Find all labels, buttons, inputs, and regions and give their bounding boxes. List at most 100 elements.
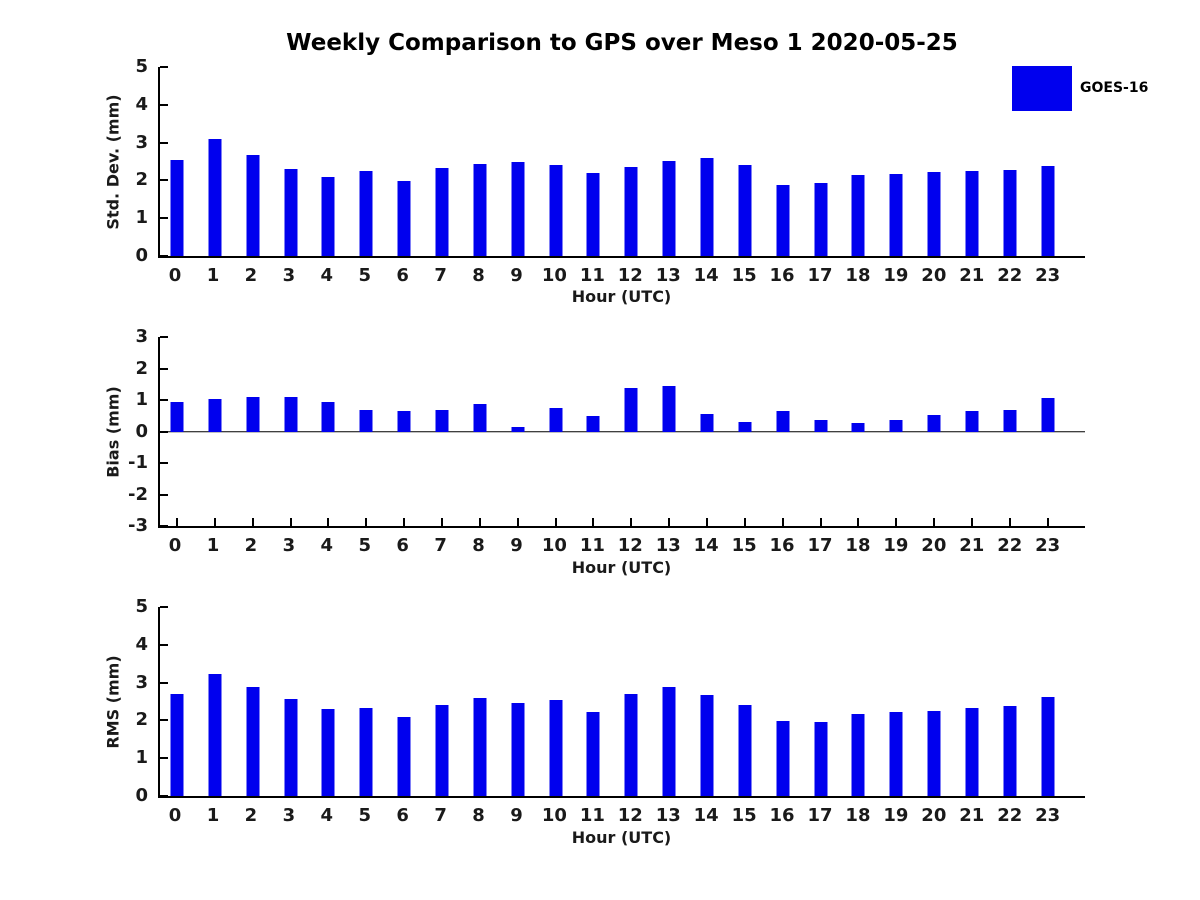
x-tick	[365, 518, 368, 526]
x-tick	[857, 518, 860, 526]
x-tick-label: 10	[541, 535, 567, 556]
y-tick-label: 1	[135, 207, 148, 229]
y-tick	[160, 141, 168, 144]
bar-hour-5	[359, 707, 373, 796]
bar-hour-17	[814, 419, 828, 432]
x-tick-label: 23	[1035, 535, 1061, 556]
x-tick-label: 16	[769, 535, 795, 556]
x-tick	[251, 518, 254, 526]
x-tick	[706, 518, 708, 526]
bar-hour-16	[776, 411, 790, 432]
bar-hour-9	[511, 702, 525, 796]
bar-hour-8	[473, 403, 487, 432]
y-tick-label: 4	[135, 633, 148, 655]
bias-x-axis-label: Hour (UTC)	[571, 558, 672, 577]
y-tick-label: 1	[135, 389, 148, 410]
y-tick	[160, 367, 168, 370]
x-tick	[403, 518, 406, 526]
bar-hour-7	[435, 704, 449, 796]
x-tick-label: 17	[807, 265, 833, 286]
stddev-x-axis-label: Hour (UTC)	[571, 287, 672, 306]
bar-hour-1	[208, 399, 222, 432]
y-tick	[160, 399, 168, 401]
bar-hour-13	[662, 161, 676, 256]
x-tick-label: 9	[510, 265, 523, 286]
x-tick-label: 16	[769, 805, 795, 826]
bar-hour-6	[397, 716, 411, 796]
bar-hour-10	[549, 407, 563, 432]
x-tick-label: 22	[997, 265, 1023, 286]
x-tick-label: 7	[434, 805, 447, 826]
bar-hour-4	[321, 709, 335, 796]
bar-hour-6	[397, 180, 411, 256]
bar-hour-18	[851, 423, 865, 432]
bar-hour-11	[586, 416, 600, 432]
x-tick-label: 18	[845, 805, 871, 826]
x-tick-label: 2	[244, 805, 258, 826]
y-tick	[160, 103, 168, 106]
y-tick	[160, 66, 168, 68]
rms-x-axis-label: Hour (UTC)	[571, 828, 672, 847]
y-tick-label: 0	[135, 245, 148, 266]
x-tick-label: 20	[921, 535, 947, 556]
bar-hour-15	[738, 704, 752, 796]
x-tick	[781, 518, 784, 526]
x-tick-label: 15	[731, 535, 757, 556]
x-tick-label: 1	[206, 805, 220, 826]
x-tick	[1008, 518, 1011, 526]
x-tick-label: 13	[655, 535, 681, 556]
bar-hour-19	[889, 419, 903, 432]
x-tick-label: 15	[731, 805, 757, 826]
y-tick	[160, 525, 168, 527]
y-tick	[160, 643, 168, 646]
x-tick-label: 6	[396, 805, 409, 826]
bar-hour-10	[549, 700, 563, 796]
y-tick-label: 0	[135, 420, 148, 442]
x-tick	[933, 518, 936, 526]
x-tick-label: 10	[541, 265, 567, 286]
bar-hour-4	[321, 176, 335, 256]
x-tick-label: 3	[282, 535, 296, 556]
zero-line	[160, 430, 1085, 433]
x-tick-label: 8	[472, 805, 485, 826]
bias-x-tick-labels: 0 1 2 3 4 5 6 7 8 9 10 11 12 13 14 15 16 17 18 19 20 21 22 23	[158, 536, 1085, 558]
legend-label-goes16: GOES-16	[1080, 80, 1149, 96]
y-tick-label: 2	[135, 357, 148, 379]
bar-hour-12	[624, 693, 638, 796]
bar-hour-22	[1003, 409, 1017, 432]
y-tick-label: -1	[128, 452, 148, 473]
bar-hour-2	[246, 154, 260, 256]
bar-hour-5	[359, 410, 373, 432]
x-tick-label: 7	[434, 265, 447, 286]
x-tick-label: 17	[807, 535, 833, 556]
x-tick	[289, 518, 292, 526]
bar-hour-21	[965, 410, 979, 432]
x-tick-label: 22	[997, 805, 1023, 826]
x-tick-label: 20	[921, 805, 947, 826]
x-tick-label: 8	[472, 535, 485, 556]
bar-hour-3	[284, 169, 298, 256]
bar-hour-17	[814, 182, 828, 256]
y-tick	[160, 493, 168, 496]
stddev-x-tick-labels: 0 1 2 3 4 5 6 7 8 9 10 11 12 13 14 15 16 17 18 19 20 21 22 23	[158, 266, 1085, 288]
bias-plot-area: -3 -2 -1 0 1 2 3	[128, 328, 1085, 535]
y-tick	[160, 757, 168, 760]
x-tick-label: 18	[845, 265, 871, 286]
bar-hour-11	[586, 173, 600, 256]
x-tick-label: 5	[358, 265, 371, 286]
x-tick-label: 9	[510, 805, 523, 826]
x-tick-label: 14	[693, 265, 719, 286]
bar-hour-8	[473, 698, 487, 796]
x-tick-label: 8	[472, 265, 485, 286]
y-tick	[160, 255, 168, 257]
x-tick-label: 3	[282, 805, 296, 826]
x-tick-label: 12	[617, 535, 643, 556]
x-tick	[630, 518, 633, 526]
x-tick-label: 11	[579, 265, 605, 286]
x-tick-label: 23	[1035, 265, 1061, 286]
bar-hour-0	[170, 693, 184, 796]
x-tick-label: 3	[282, 265, 296, 286]
bar-hour-4	[321, 401, 335, 432]
bar-hour-23	[1041, 166, 1055, 256]
x-tick-label: 14	[693, 805, 719, 826]
